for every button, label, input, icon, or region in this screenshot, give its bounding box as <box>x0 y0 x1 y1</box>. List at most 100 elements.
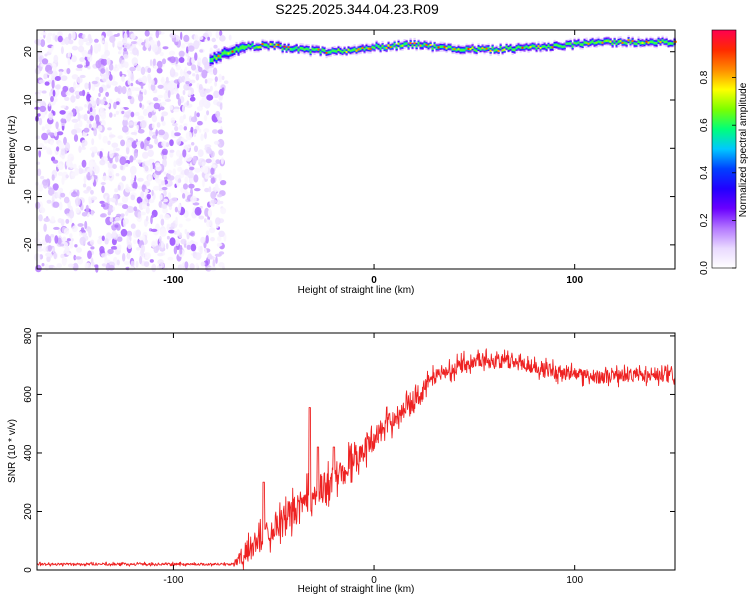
noise-cell <box>130 194 136 201</box>
noise-cell <box>41 132 49 141</box>
noise-cell <box>44 263 50 271</box>
noise-cell <box>82 183 87 188</box>
noise-cell <box>100 148 104 152</box>
noise-cell <box>173 160 177 168</box>
noise-cell <box>123 61 129 69</box>
noise-cell <box>198 84 203 91</box>
noise-cell <box>194 241 198 246</box>
noise-cell <box>36 248 44 252</box>
noise-cell <box>184 189 188 197</box>
noise-cell <box>78 91 84 96</box>
noise-cell <box>35 201 41 209</box>
noise-cell <box>179 115 184 124</box>
band-cell <box>311 47 314 51</box>
noise-cell <box>147 149 154 157</box>
noise-cell <box>60 148 66 156</box>
noise-cell <box>101 235 105 242</box>
band-peak-cell <box>421 44 424 47</box>
noise-cell <box>219 30 223 37</box>
noise-cell <box>84 104 87 108</box>
noise-cell <box>215 110 221 118</box>
noise-cell <box>93 43 99 52</box>
noise-cell <box>67 51 72 58</box>
noise-cell <box>178 76 183 84</box>
noise-cell <box>79 57 85 63</box>
noise-cell <box>72 163 77 170</box>
band-cell <box>359 47 362 51</box>
noise-cell <box>199 245 203 255</box>
noise-cell <box>104 238 109 245</box>
snr-x-label: Height of straight line (km) <box>298 584 415 595</box>
band-peak-cell <box>337 48 342 51</box>
noise-cell <box>48 112 54 121</box>
noise-cell <box>217 119 223 124</box>
noise-cell <box>216 223 219 229</box>
noise-cell <box>187 89 192 97</box>
noise-cell <box>126 235 130 244</box>
band-cell <box>573 41 576 45</box>
noise-cell <box>158 183 162 192</box>
noise-cell <box>37 193 41 197</box>
noise-cell <box>74 168 80 176</box>
noise-cell <box>98 86 104 94</box>
noise-cell <box>87 65 91 70</box>
band-cell <box>637 40 640 43</box>
noise-cell <box>147 76 152 84</box>
noise-cell <box>119 57 122 64</box>
noise-cell <box>210 164 217 169</box>
noise-cell <box>115 147 120 152</box>
noise-cell <box>102 135 108 144</box>
noise-cell <box>81 146 86 150</box>
noise-cell <box>198 66 203 73</box>
noise-cell <box>79 231 82 237</box>
noise-cell <box>207 36 211 41</box>
noise-cell <box>218 149 224 156</box>
band-cell <box>567 42 570 45</box>
noise-cell <box>213 140 220 145</box>
noise-cell <box>64 36 70 46</box>
noise-cell <box>46 34 51 44</box>
noise-cell <box>148 128 153 137</box>
noise-cell <box>218 230 225 237</box>
noise-cell <box>68 39 74 45</box>
noise-cell <box>59 243 65 247</box>
noise-cell <box>180 31 183 41</box>
band-cell <box>449 45 452 49</box>
band-peak-cell <box>429 44 433 46</box>
noise-cell <box>142 151 149 159</box>
band-cell <box>373 46 376 50</box>
noise-cell <box>161 203 168 209</box>
noise-cell <box>89 96 95 101</box>
noise-cell <box>157 259 164 265</box>
noise-cell <box>210 199 217 205</box>
snr-y-ticks: 0 200 400 600 800 <box>23 327 675 573</box>
band-peak-cell <box>425 44 429 46</box>
noise-cell <box>89 146 96 152</box>
noise-cell <box>117 135 123 140</box>
band-peak-cell <box>445 47 449 50</box>
noise-cell <box>71 45 79 51</box>
noise-cell <box>194 167 201 173</box>
band-cell <box>461 48 464 52</box>
noise-cell <box>130 260 135 268</box>
band-cell <box>541 45 544 48</box>
noise-cell <box>209 85 213 92</box>
noise-cell <box>165 183 172 187</box>
noise-cell <box>210 150 215 158</box>
noise-cell <box>82 38 89 43</box>
noise-cell <box>101 40 105 44</box>
noise-cell <box>192 73 196 77</box>
noise-cell <box>215 30 220 39</box>
noise-cell <box>206 94 214 101</box>
band-cell <box>423 42 426 46</box>
noise-cell <box>182 193 186 199</box>
noise-cell <box>107 140 111 145</box>
noise-cell <box>48 187 55 196</box>
noise-cell <box>87 54 93 62</box>
noise-cell <box>114 188 119 193</box>
noise-cell <box>194 188 201 192</box>
noise-cell <box>129 165 137 175</box>
noise-cell <box>160 116 164 122</box>
noise-cell <box>130 178 134 185</box>
noise-cell <box>109 216 114 223</box>
